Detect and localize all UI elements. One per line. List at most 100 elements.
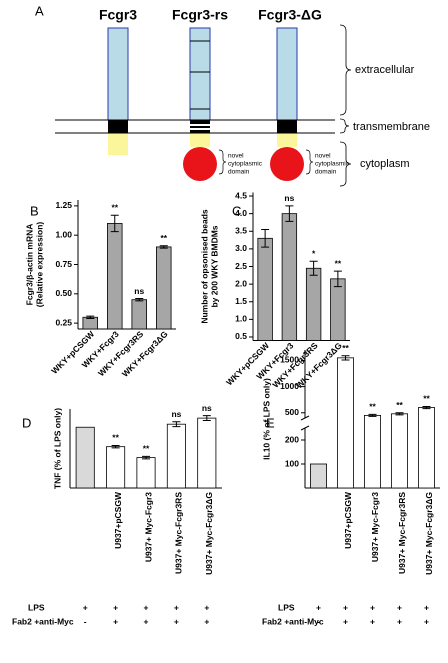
- panel-letter: B: [30, 203, 39, 218]
- bar: [330, 278, 346, 341]
- y-tick-label: 500: [285, 407, 299, 417]
- treatment-sign: +: [83, 602, 88, 612]
- significance: *: [312, 248, 316, 258]
- error-bar: [172, 421, 181, 428]
- x-tick-label: U937+pCSGW: [343, 491, 353, 549]
- y-tick-label: 2.0: [235, 278, 247, 288]
- treatment-label: Fab2 +anti-Myc: [12, 616, 74, 626]
- y-tick-label: 0.75: [55, 259, 72, 269]
- treatment-sign: +: [174, 602, 179, 612]
- bar: [75, 426, 95, 489]
- bar: [131, 299, 147, 330]
- y-tick-label: 3.5: [235, 226, 247, 236]
- treatment-sign: +: [370, 616, 375, 626]
- region-label: transmembrane: [353, 121, 430, 133]
- significance: ns: [284, 193, 294, 203]
- domain-label: domain: [315, 169, 337, 176]
- error-bar: [309, 260, 318, 276]
- error-bar: [202, 415, 211, 422]
- y-axis-label: TNF (% of LPS only): [52, 408, 62, 489]
- region-label: extracellular: [355, 64, 415, 76]
- y-tick-label: 200: [285, 434, 299, 444]
- bar: [257, 237, 273, 341]
- domain-label: domain: [228, 169, 250, 176]
- bar: [197, 417, 217, 489]
- bar: [336, 357, 354, 489]
- y-tick-label: 100: [285, 458, 299, 468]
- y-tick-label: 0.5: [235, 331, 247, 341]
- bar: [363, 414, 381, 489]
- y-axis-label: Number of opsonised beads: [199, 209, 209, 324]
- panel-letter: D: [22, 415, 31, 430]
- y-tick-label: 4.0: [235, 208, 247, 218]
- bar: [106, 446, 126, 489]
- treatment-sign: +: [204, 602, 209, 612]
- error-bar: [285, 205, 294, 222]
- y-axis-label: IL10 (% of LPS only): [261, 378, 271, 460]
- treatment-sign: +: [144, 602, 149, 612]
- significance: ns: [171, 409, 181, 419]
- error-bar: [395, 412, 404, 416]
- treatment-sign: +: [343, 602, 348, 612]
- axis-break: [300, 415, 310, 421]
- x-tick-label: U937+ Myc-Fcgr3: [143, 492, 153, 562]
- bar: [281, 213, 298, 341]
- significance: **: [143, 444, 150, 454]
- treatment-label: LPS: [28, 602, 45, 612]
- treatment-sign: +: [424, 602, 429, 612]
- significance: **: [369, 402, 376, 412]
- treatment-sign: -: [84, 616, 87, 626]
- receptor-diagram: [55, 24, 352, 187]
- significance: **: [160, 233, 167, 243]
- treatment-sign: +: [204, 616, 209, 626]
- significance: **: [423, 394, 430, 404]
- x-tick-label: U937+pCSGW: [113, 491, 123, 549]
- treatment-sign: +: [397, 602, 402, 612]
- error-bar: [341, 355, 350, 361]
- y-axis-label: Fcgr3/β-actin mRNA: [24, 224, 34, 306]
- treatment-sign: -: [317, 616, 320, 626]
- significance: ns: [202, 403, 212, 413]
- error-bar: [111, 444, 120, 449]
- treatment-sign: +: [144, 616, 149, 626]
- axis-break: [300, 425, 310, 431]
- domain-label: cytoplasmic: [315, 161, 350, 168]
- y-tick-label: 4.5: [235, 190, 247, 200]
- y-tick-label: 0.25: [55, 317, 72, 327]
- treatment-sign: +: [370, 602, 375, 612]
- y-tick-label: 1.25: [55, 200, 72, 210]
- y-tick-label: 2.5: [235, 261, 247, 271]
- x-tick-label: U937+ Myc-Fcgr3ΔG: [204, 492, 214, 575]
- y-tick-label: 1.00: [55, 229, 72, 239]
- domain-label: cytoplasmic: [228, 161, 263, 168]
- x-tick-label: U937+ Myc-Fcgr3RS: [174, 492, 184, 574]
- bar: [166, 423, 186, 489]
- treatment-label: LPS: [278, 602, 295, 612]
- error-bar: [135, 298, 144, 302]
- y-tick-label: 1.0: [235, 314, 247, 324]
- bar: [155, 246, 172, 330]
- x-tick-label: U937+ Myc-Fcgr3ΔG: [424, 492, 434, 575]
- gene-name: Fcgr3-ΔG: [258, 7, 322, 23]
- region-label: cytoplasm: [360, 158, 410, 170]
- error-bar: [142, 455, 150, 460]
- bar: [136, 457, 156, 489]
- bar: [309, 463, 327, 489]
- panel-letter: A: [35, 3, 44, 18]
- error-bar: [422, 405, 431, 410]
- gene-name: Fcgr3: [99, 7, 137, 23]
- treatment-sign: +: [113, 616, 118, 626]
- treatment-sign: +: [113, 602, 118, 612]
- treatment-sign: +: [397, 616, 402, 626]
- treatment-sign: +: [343, 616, 348, 626]
- error-bar: [261, 229, 270, 248]
- y-axis-label: (Relative expression): [34, 222, 44, 308]
- panel-letter: E: [266, 415, 275, 430]
- significance: **: [396, 400, 403, 410]
- treatment-sign: +: [424, 616, 429, 626]
- treatment-label: Fab2 +anti-Myc: [262, 616, 324, 626]
- treatment-sign: +: [316, 602, 321, 612]
- y-tick-label: 0.50: [55, 288, 72, 298]
- bar: [390, 413, 408, 489]
